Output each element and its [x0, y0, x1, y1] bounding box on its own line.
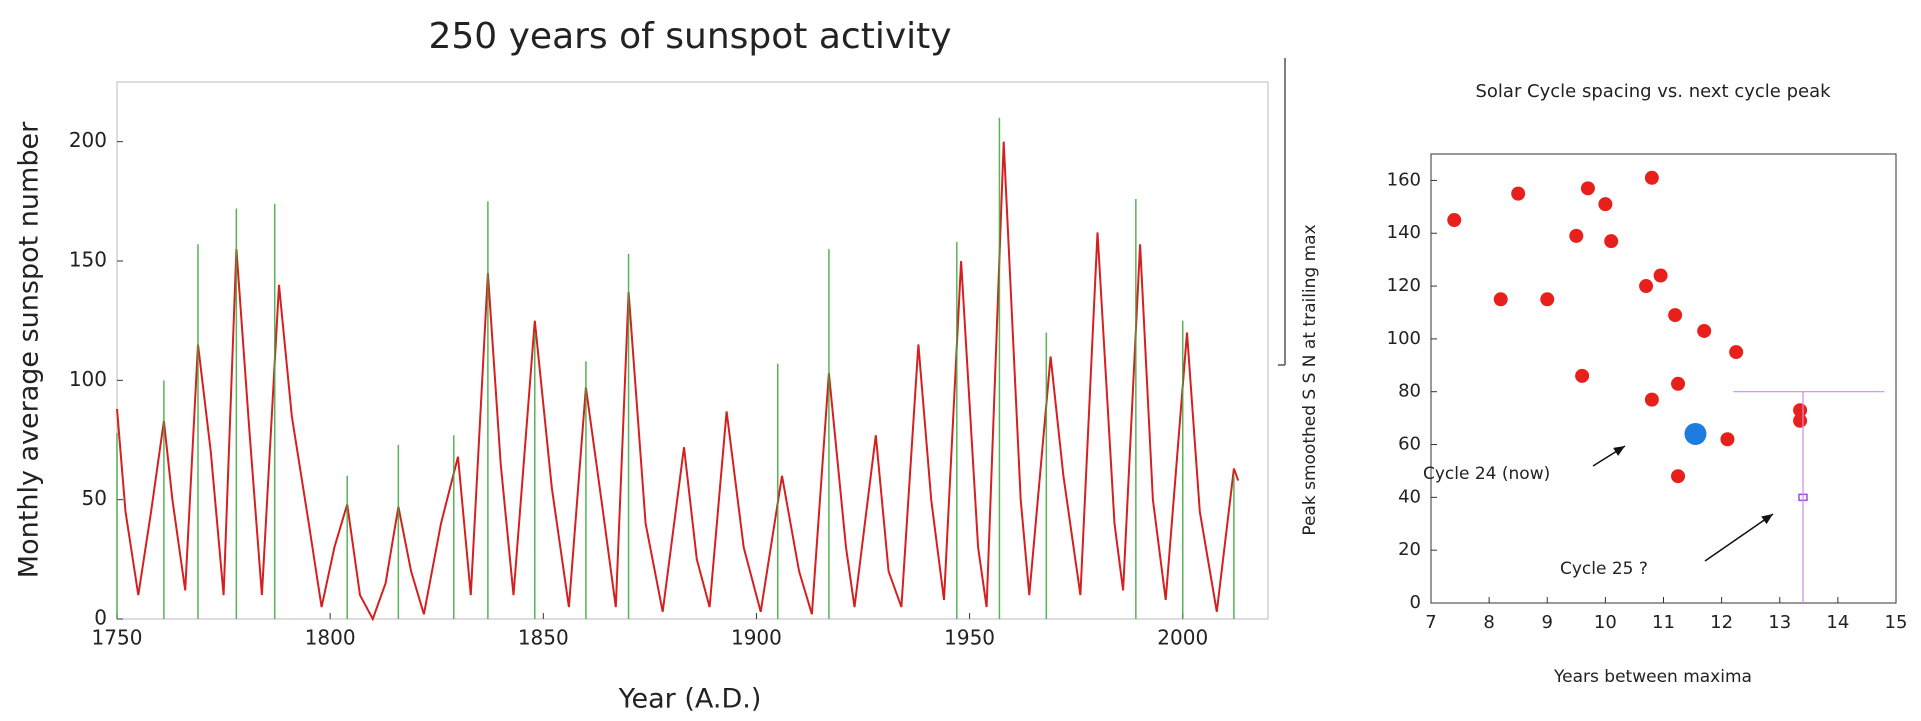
- y-tick-label: 0: [94, 606, 107, 630]
- x-tick-label: 12: [1710, 612, 1733, 633]
- x-tick-label: 1850: [518, 626, 569, 650]
- point: [1671, 469, 1686, 484]
- point: [1580, 181, 1595, 196]
- point: [1598, 197, 1613, 212]
- plot-frame: [116, 81, 1269, 620]
- point: [1639, 279, 1654, 294]
- x-axis-label: Years between maxima: [1553, 667, 1752, 687]
- x-tick-label: 8: [1483, 612, 1494, 633]
- y-tick-label: 120: [1387, 275, 1421, 296]
- x-tick-label: 1950: [944, 626, 995, 650]
- y-tick-label: 140: [1387, 222, 1421, 243]
- x-tick-label: 13: [1768, 612, 1791, 633]
- point: [1575, 368, 1590, 383]
- y-tick-label: 150: [69, 248, 107, 272]
- y-tick-label: 200: [69, 128, 107, 152]
- point: [1793, 413, 1808, 428]
- point: [1697, 323, 1712, 338]
- x-tick-label: 11: [1652, 612, 1675, 633]
- x-tick-label: 2000: [1157, 626, 1208, 650]
- y-axis-label: Monthly average sunspot number: [14, 121, 45, 578]
- point: [1653, 268, 1668, 283]
- x-tick-label: 7: [1425, 612, 1436, 633]
- point: [1644, 170, 1659, 185]
- y-tick-label: 80: [1398, 381, 1421, 402]
- point: [1493, 292, 1508, 307]
- y-tick-label: 100: [1387, 328, 1421, 349]
- arrow-head: [1761, 514, 1773, 525]
- point: [1540, 292, 1555, 307]
- chart-title: Solar Cycle spacing vs. next cycle peak: [1475, 81, 1831, 102]
- y-tick-label: 20: [1398, 539, 1421, 560]
- y-tick-label: 100: [69, 367, 107, 391]
- data-line: [116, 141, 1240, 622]
- x-tick-label: 1900: [731, 626, 782, 650]
- y-tick-label: 60: [1398, 434, 1421, 455]
- chart-title: 250 years of sunspot activity: [428, 16, 951, 57]
- y-tick-label: 40: [1398, 486, 1421, 507]
- point: [1511, 186, 1526, 201]
- point: [1684, 422, 1707, 445]
- point: [1720, 432, 1735, 447]
- y-tick-label: 50: [82, 486, 107, 510]
- y-tick-label: 160: [1387, 169, 1421, 190]
- y-tick-label: 0: [1410, 592, 1421, 613]
- point: [1671, 376, 1686, 391]
- point: [1604, 234, 1619, 249]
- point: [1729, 345, 1744, 360]
- x-tick-label: 10: [1594, 612, 1617, 633]
- x-tick-label: 9: [1542, 612, 1553, 633]
- annotation: Cycle 25 ?: [1560, 559, 1648, 579]
- x-tick-label: 14: [1826, 612, 1849, 633]
- arrow-head: [1613, 446, 1625, 456]
- x-tick-label: 15: [1885, 612, 1908, 633]
- point: [1644, 392, 1659, 407]
- point: [1447, 213, 1462, 228]
- point: [1668, 308, 1683, 323]
- x-tick-label: 1750: [92, 626, 143, 650]
- x-tick-label: 1800: [305, 626, 356, 650]
- point: [1569, 228, 1584, 243]
- plot-frame: [1430, 153, 1897, 604]
- y-axis-label: Peak smoothed S S N at trailing max: [1300, 224, 1320, 535]
- arrow: [1704, 513, 1774, 562]
- x-axis-label: Year (A.D.): [618, 684, 762, 715]
- annotation: Cycle 24 (now): [1423, 464, 1550, 484]
